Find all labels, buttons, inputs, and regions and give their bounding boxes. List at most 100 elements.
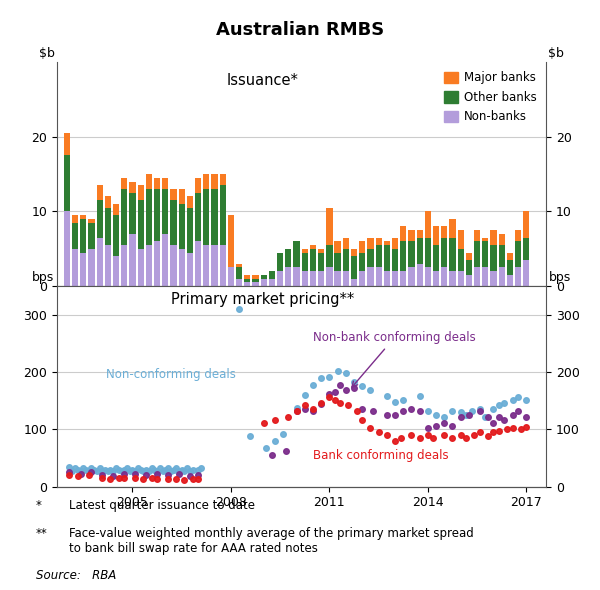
Bar: [359, 253, 365, 271]
Point: [456, 412, 466, 421]
Bar: [130, 234, 136, 286]
Point: [270, 436, 280, 445]
Bar: [277, 271, 283, 286]
Bar: [458, 271, 464, 286]
Point: [128, 465, 137, 474]
Point: [166, 466, 176, 476]
Bar: [105, 196, 111, 208]
Bar: [409, 267, 415, 286]
Point: [89, 465, 99, 474]
Bar: [195, 178, 201, 193]
Bar: [236, 278, 242, 286]
Bar: [220, 245, 226, 286]
Point: [292, 403, 301, 412]
Text: Latest quarter issuance to date: Latest quarter issuance to date: [69, 499, 255, 512]
Bar: [162, 189, 169, 234]
Bar: [220, 174, 226, 185]
Point: [300, 404, 310, 414]
Point: [521, 395, 531, 404]
Point: [79, 464, 88, 473]
Point: [352, 407, 361, 416]
Bar: [211, 174, 218, 189]
Point: [382, 410, 392, 419]
Text: Non-bank conforming deals: Non-bank conforming deals: [313, 331, 476, 387]
Bar: [409, 241, 415, 267]
Point: [185, 466, 195, 476]
Bar: [392, 238, 398, 249]
Bar: [384, 241, 390, 245]
Point: [149, 465, 159, 474]
Bar: [416, 230, 423, 238]
Point: [155, 464, 164, 473]
Bar: [523, 260, 529, 286]
Text: $b: $b: [38, 47, 55, 60]
Point: [483, 412, 493, 421]
Bar: [334, 271, 341, 286]
Point: [415, 433, 424, 442]
Point: [330, 387, 340, 396]
Point: [508, 410, 517, 419]
Bar: [310, 249, 316, 271]
Point: [365, 424, 375, 433]
Point: [281, 447, 290, 456]
Point: [142, 471, 151, 480]
Text: Face-value weighted monthly average of the primary market spread
to bank bill sw: Face-value weighted monthly average of t…: [69, 527, 474, 555]
Point: [423, 424, 433, 433]
Bar: [80, 215, 86, 219]
Bar: [162, 234, 169, 286]
Point: [358, 415, 367, 425]
Point: [152, 466, 162, 476]
Point: [172, 464, 181, 473]
Bar: [293, 267, 299, 286]
Bar: [507, 260, 513, 275]
Point: [193, 465, 203, 474]
Point: [423, 407, 433, 416]
Bar: [260, 275, 267, 278]
Point: [111, 464, 121, 473]
Bar: [466, 275, 472, 286]
Point: [368, 407, 378, 416]
Bar: [351, 249, 357, 256]
Point: [86, 468, 96, 477]
Bar: [302, 249, 308, 253]
Bar: [334, 253, 341, 271]
Point: [139, 474, 148, 483]
Bar: [97, 185, 103, 200]
Bar: [433, 271, 439, 286]
Bar: [97, 238, 103, 286]
Bar: [154, 241, 160, 286]
Bar: [466, 260, 472, 275]
Text: Issuance*: Issuance*: [226, 73, 298, 88]
Bar: [80, 253, 86, 286]
Point: [415, 392, 424, 401]
Bar: [170, 245, 176, 286]
Bar: [137, 185, 144, 200]
Bar: [351, 278, 357, 286]
Text: bps: bps: [548, 271, 571, 284]
Point: [169, 465, 178, 474]
Point: [182, 464, 192, 473]
Point: [456, 431, 466, 440]
Point: [475, 404, 485, 414]
Bar: [523, 238, 529, 260]
Point: [494, 426, 504, 435]
Point: [500, 415, 509, 425]
Bar: [326, 208, 332, 245]
Point: [431, 421, 441, 431]
Point: [147, 473, 157, 483]
Point: [516, 425, 526, 434]
Bar: [80, 219, 86, 253]
Bar: [121, 178, 127, 189]
Bar: [384, 271, 390, 286]
Bar: [367, 249, 374, 267]
Bar: [105, 245, 111, 286]
Bar: [137, 200, 144, 249]
Point: [106, 474, 115, 483]
Point: [172, 474, 181, 483]
Point: [292, 407, 301, 416]
Point: [144, 466, 154, 476]
Bar: [482, 267, 488, 286]
Point: [188, 465, 197, 474]
Point: [439, 431, 449, 440]
Bar: [88, 249, 95, 286]
